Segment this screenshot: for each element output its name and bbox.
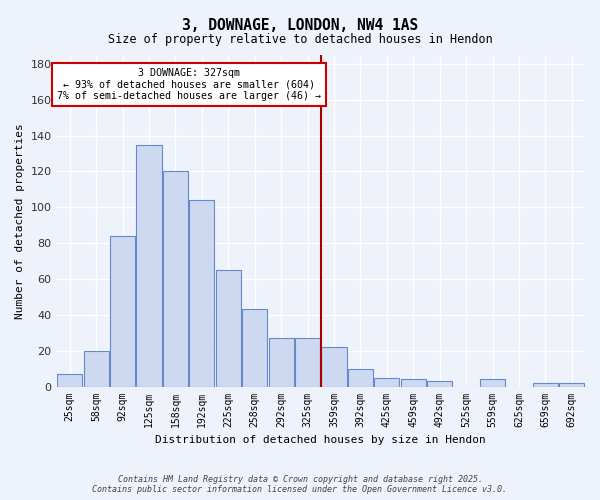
Text: Contains HM Land Registry data © Crown copyright and database right 2025.
Contai: Contains HM Land Registry data © Crown c… xyxy=(92,474,508,494)
Bar xyxy=(242,310,267,386)
Bar xyxy=(295,338,320,386)
Bar xyxy=(427,381,452,386)
Text: Size of property relative to detached houses in Hendon: Size of property relative to detached ho… xyxy=(107,32,493,46)
Bar xyxy=(269,338,293,386)
Bar xyxy=(374,378,400,386)
Bar xyxy=(163,172,188,386)
Y-axis label: Number of detached properties: Number of detached properties xyxy=(15,123,25,318)
Bar xyxy=(136,144,161,386)
Bar xyxy=(348,368,373,386)
Bar xyxy=(216,270,241,386)
Bar xyxy=(83,350,109,386)
X-axis label: Distribution of detached houses by size in Hendon: Distribution of detached houses by size … xyxy=(155,435,486,445)
Bar xyxy=(57,374,82,386)
Bar xyxy=(559,383,584,386)
Bar xyxy=(401,380,426,386)
Text: 3, DOWNAGE, LONDON, NW4 1AS: 3, DOWNAGE, LONDON, NW4 1AS xyxy=(182,18,418,32)
Bar xyxy=(533,383,558,386)
Bar xyxy=(480,380,505,386)
Bar xyxy=(110,236,135,386)
Bar xyxy=(190,200,214,386)
Text: 3 DOWNAGE: 327sqm
← 93% of detached houses are smaller (604)
7% of semi-detached: 3 DOWNAGE: 327sqm ← 93% of detached hous… xyxy=(56,68,320,100)
Bar xyxy=(322,347,347,387)
